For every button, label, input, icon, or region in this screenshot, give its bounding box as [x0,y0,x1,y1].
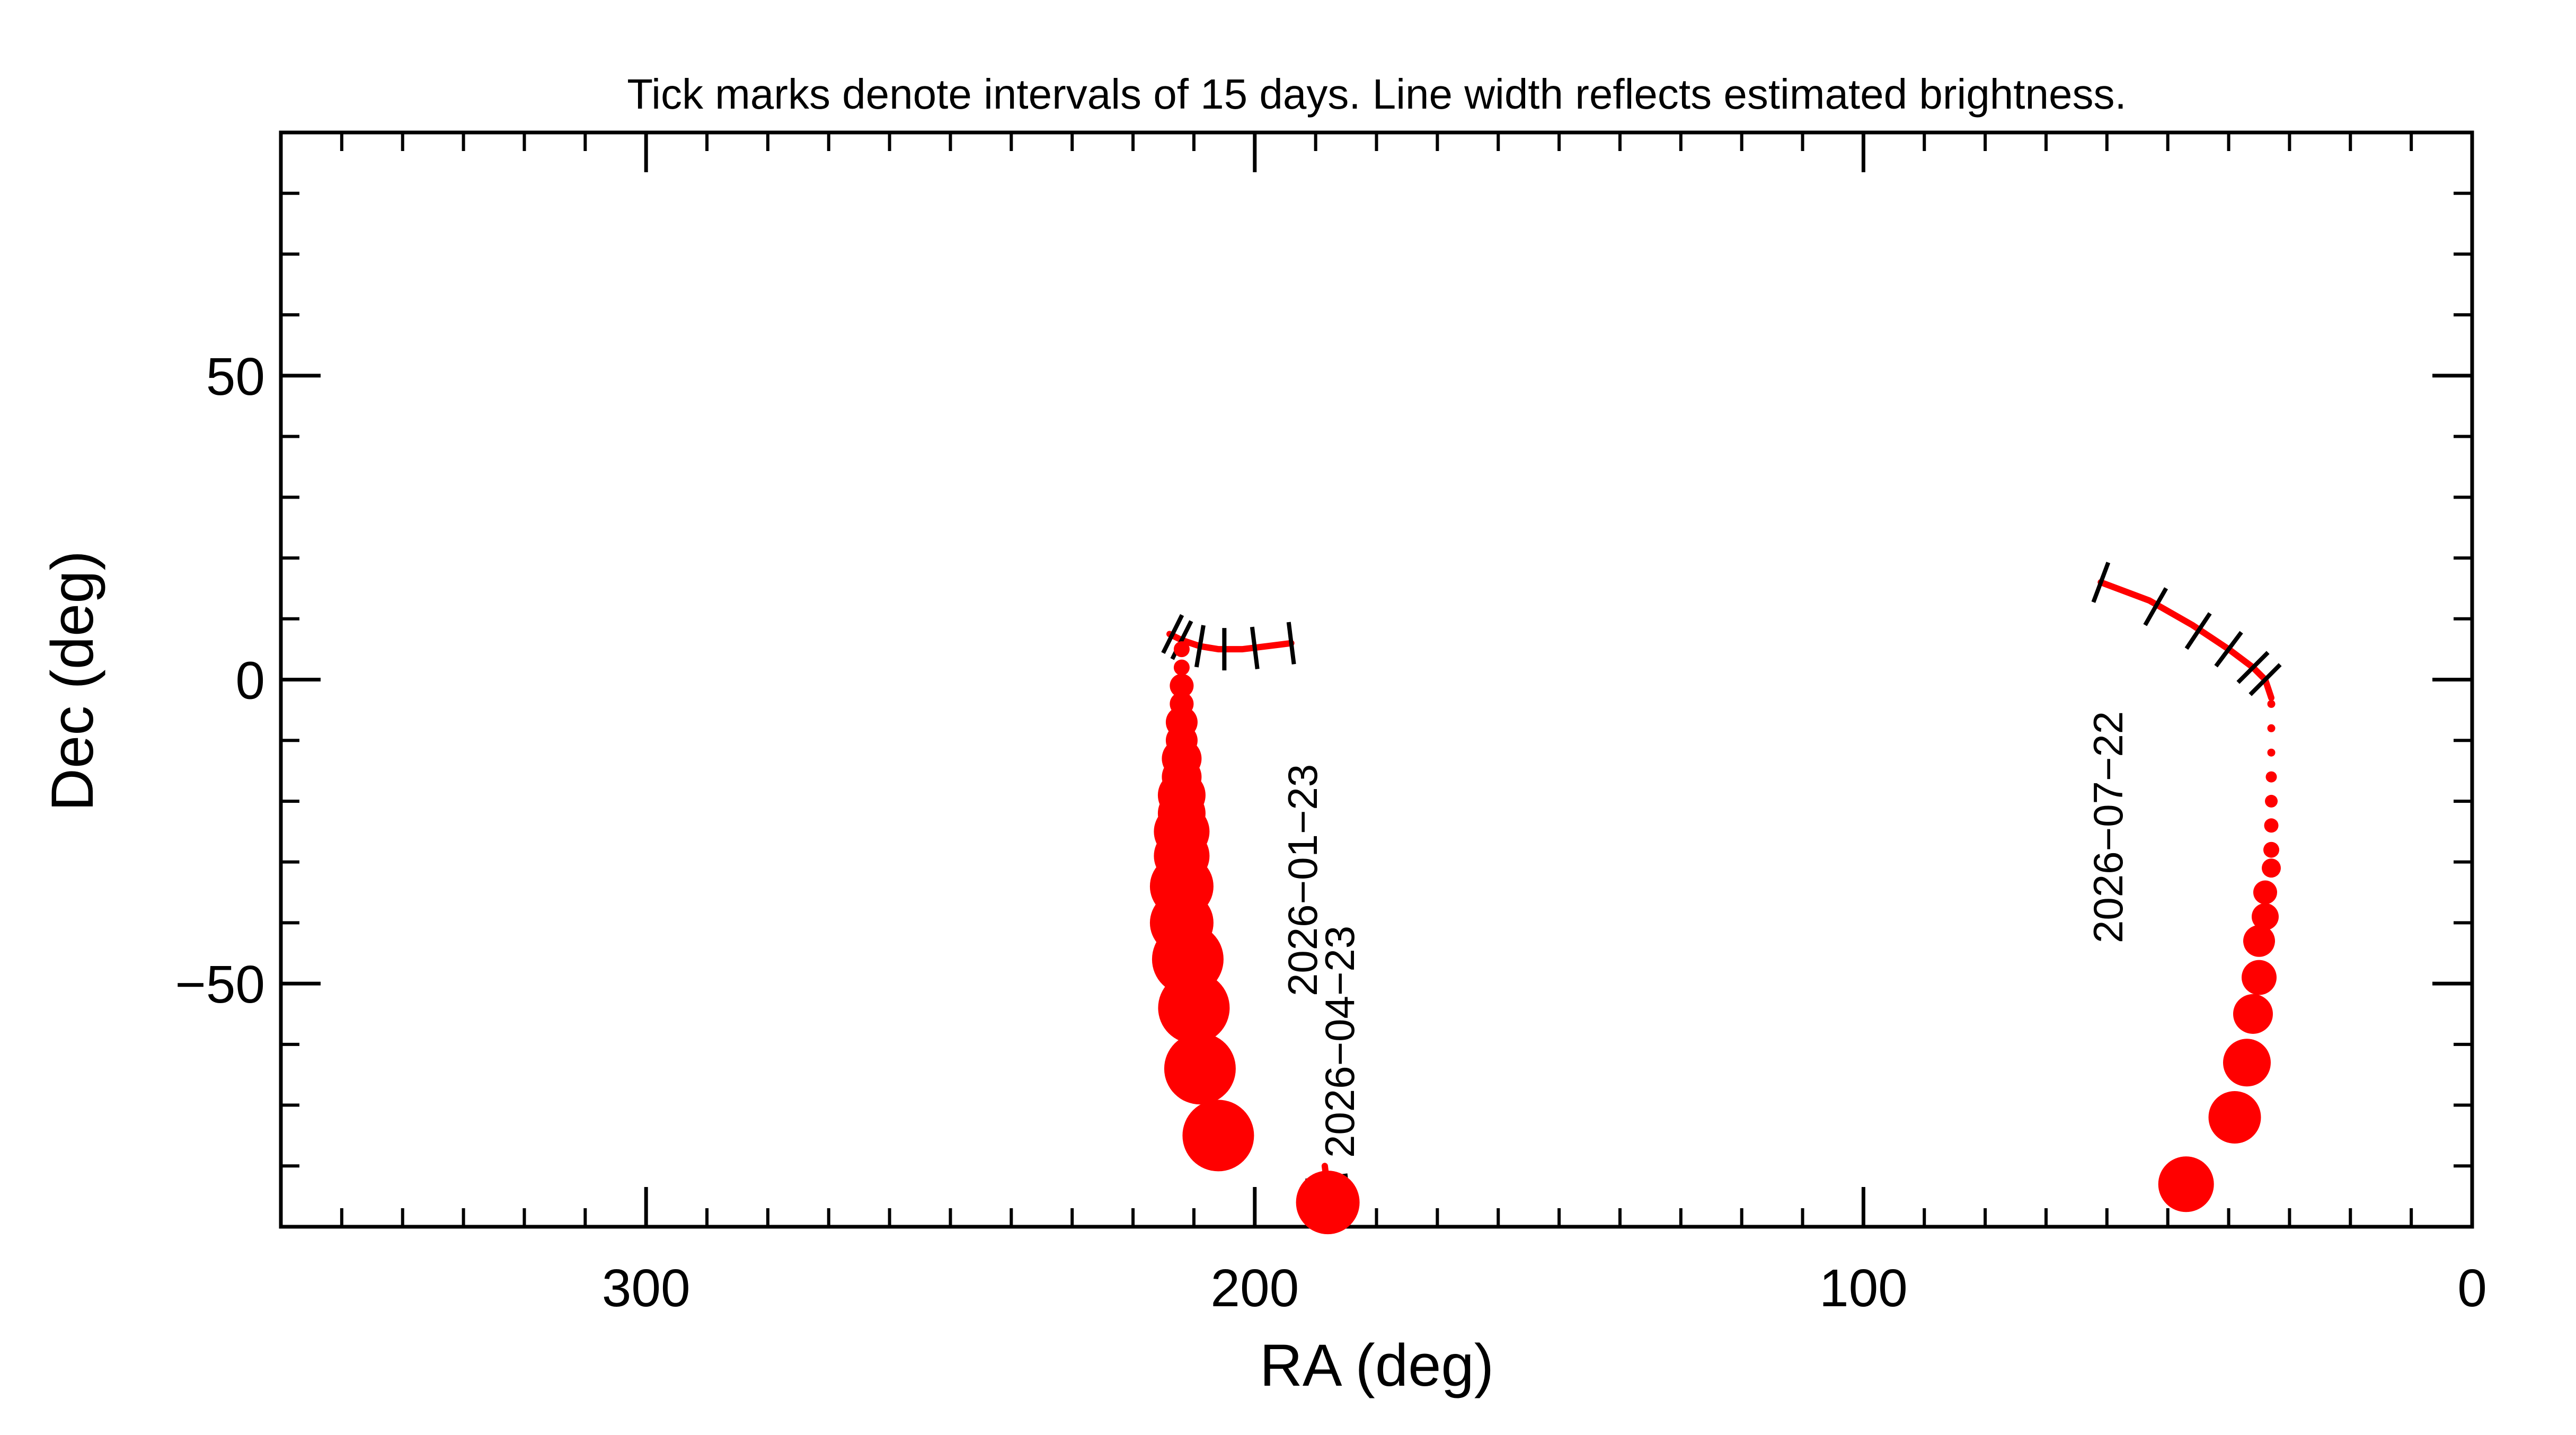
brightness-marker [2252,903,2279,931]
brightness-marker [2253,880,2277,905]
brightness-marker [2208,1091,2261,1144]
brightness-marker [2233,994,2273,1034]
y-axis-label: Dec (deg) [39,551,105,811]
brightness-marker [2158,1156,2214,1212]
date-tick-mark [2091,562,2111,603]
date-tick-mark [1161,614,1184,654]
brightness-marker [1296,1171,1360,1235]
date-tick-mark [2214,631,2243,668]
brightness-marker [2223,1039,2271,1087]
date-tick-mark [2143,587,2168,626]
brightness-marker [2267,699,2276,708]
x-axis-label: RA (deg) [1260,1332,1494,1398]
brightness-marker [1173,659,1190,676]
series-date-label: 2026−04−23 [1316,926,1363,1158]
x-tick-label: 100 [1819,1259,1908,1318]
date-tick-mark [1286,622,1296,665]
x-tick-label: 300 [602,1259,691,1318]
series-track [2097,579,2274,701]
x-tick-labels: 300 200 100 0 [602,1259,2487,1318]
brightness-marker [1182,1100,1254,1172]
date-tick-mark [2236,651,2270,684]
brightness-marker [1173,641,1190,658]
brightness-marker [2264,818,2279,833]
brightness-marker [2265,794,2278,808]
y-tick-label: 0 [235,651,265,711]
date-tick-mark [1250,626,1260,670]
y-tick-label: −50 [175,955,265,1014]
series-1: 2026−01−23 [1149,614,1326,1172]
y-tick-labels: 50 0 −50 [175,347,265,1014]
brightness-marker [2242,960,2277,995]
brightness-marker [1170,674,1194,698]
series-date-label: 2026−07−22 [2085,711,2131,943]
brightness-marker [2265,771,2277,783]
x-tick-label: 0 [2457,1259,2487,1318]
series-2: 2026−04−23 [1296,926,1363,1235]
brightness-marker [1164,1033,1236,1105]
brightness-marker [2267,724,2276,732]
brightness-marker [2243,925,2275,957]
date-tick-mark [1194,625,1206,668]
plot-border [279,130,2474,1229]
series-3: 2026−07−22 [2085,562,2282,1212]
x-tick-label: 200 [1210,1259,1299,1318]
date-tick-mark [2184,612,2212,650]
plot-frame [279,130,2474,1229]
date-tick-mark [2249,663,2282,696]
brightness-marker [2267,748,2276,757]
y-tick-label: 50 [206,347,265,406]
minor-ticks [281,132,2474,1227]
brightness-marker [1158,972,1230,1044]
series-date-label: 2026−01−23 [1279,764,1326,996]
chart-title: Tick marks denote intervals of 15 days. … [627,70,2126,118]
brightness-marker [2263,841,2279,858]
brightness-marker [2262,858,2281,878]
